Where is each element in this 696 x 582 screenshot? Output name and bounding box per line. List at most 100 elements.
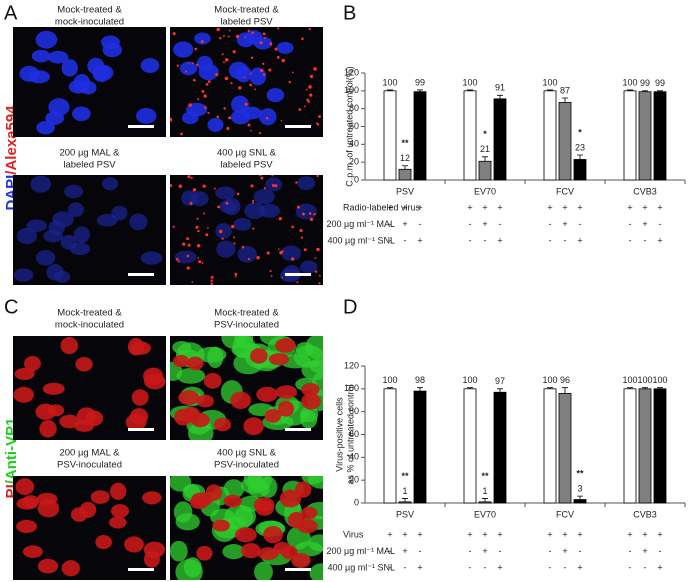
speck: [196, 63, 199, 67]
condition-sign: +: [642, 219, 647, 229]
bar: [543, 90, 557, 181]
condition-sign: -: [564, 562, 567, 572]
x-tick-label: FCV: [556, 509, 574, 519]
cytoplasm: [188, 422, 214, 440]
nucleus: [22, 545, 43, 559]
cytoplasm: [299, 406, 319, 423]
image-caption: Mock-treated &: [57, 5, 122, 16]
nucleus: [250, 348, 268, 364]
nucleus: [182, 111, 199, 125]
error-bar: [642, 387, 648, 389]
condition-sign: -: [549, 235, 552, 245]
speck: [215, 73, 219, 77]
value-label: 91: [495, 83, 505, 93]
cytoplasm: [309, 563, 323, 580]
speck: [241, 245, 245, 249]
speck: [234, 275, 237, 278]
value-label: 87: [560, 85, 570, 95]
nucleus: [264, 408, 282, 423]
cytoplasm: [232, 336, 256, 359]
condition-label: Radio-labeled virus: [343, 202, 421, 212]
speck: [303, 248, 307, 252]
condition-sign: -: [499, 219, 502, 229]
nucleus: [243, 417, 264, 436]
condition-sign: -: [389, 235, 392, 245]
speck: [180, 132, 183, 136]
nucleus: [129, 213, 148, 231]
condition-sign: -: [549, 546, 552, 556]
nucleus: [42, 382, 65, 395]
nucleus: [259, 108, 277, 126]
speck: [298, 108, 302, 111]
nucleus: [240, 543, 261, 559]
speck: [316, 175, 319, 178]
nucleus: [215, 223, 232, 239]
image-caption: labeled PSV: [63, 160, 116, 171]
nucleus: [92, 64, 114, 81]
speck: [263, 187, 267, 190]
y-tick-label: 60: [349, 121, 359, 131]
nucleus: [101, 177, 119, 191]
speck: [194, 47, 198, 51]
speck: [279, 250, 283, 255]
speck: [259, 41, 263, 45]
bar: [653, 388, 667, 504]
condition-sign: +: [562, 202, 567, 212]
nucleus: [266, 88, 285, 103]
scale-bar: [285, 125, 311, 128]
speck: [295, 181, 298, 184]
nucleus: [37, 558, 59, 574]
speck: [223, 35, 225, 37]
nucleus: [35, 250, 56, 266]
speck: [291, 71, 294, 74]
speck: [249, 72, 252, 75]
value-label: 100: [542, 77, 557, 87]
nucleus: [257, 547, 279, 561]
error-bar: [402, 498, 408, 502]
speck: [305, 88, 308, 91]
y-tick-label: 100: [344, 383, 359, 393]
speck: [203, 94, 207, 98]
speck: [243, 76, 246, 79]
speck: [172, 32, 176, 36]
speck: [210, 282, 214, 285]
condition-sign: -: [549, 219, 552, 229]
speck: [202, 184, 206, 188]
nucleus: [213, 417, 232, 432]
speck: [307, 100, 310, 103]
speck: [207, 80, 211, 83]
speck: [249, 129, 252, 132]
condition-sign: -: [404, 235, 407, 245]
speck: [244, 102, 248, 106]
y-axis-title: Virus-positive cells: [334, 397, 344, 472]
nucleus: [131, 389, 149, 406]
speck: [230, 81, 233, 85]
speck: [191, 62, 194, 65]
speck: [197, 98, 200, 101]
cytoplasm: [254, 561, 273, 580]
cytoplasm: [222, 544, 245, 560]
nucleus: [13, 268, 34, 282]
nucleus: [172, 354, 190, 368]
image-caption: PSV-inoculated: [214, 460, 279, 471]
speck: [250, 184, 254, 188]
condition-label: Virus: [343, 529, 364, 539]
nucleus: [301, 506, 318, 520]
error-bar: [482, 498, 488, 502]
scale-bar: [128, 125, 154, 128]
condition-sign: +: [657, 529, 662, 539]
nucleus: [191, 492, 213, 507]
speck: [218, 37, 222, 40]
speck: [221, 53, 224, 56]
speck: [192, 189, 195, 192]
image-caption: 400 µg SNL &: [217, 448, 277, 459]
y-tick-label: 0: [354, 174, 359, 184]
condition-sign: +: [497, 235, 502, 245]
speck: [186, 266, 190, 270]
nucleus: [178, 390, 200, 405]
speck: [263, 37, 266, 39]
speck: [304, 105, 306, 108]
scale-bar: [285, 428, 311, 431]
condition-sign: +: [482, 202, 487, 212]
speck: [247, 29, 250, 33]
